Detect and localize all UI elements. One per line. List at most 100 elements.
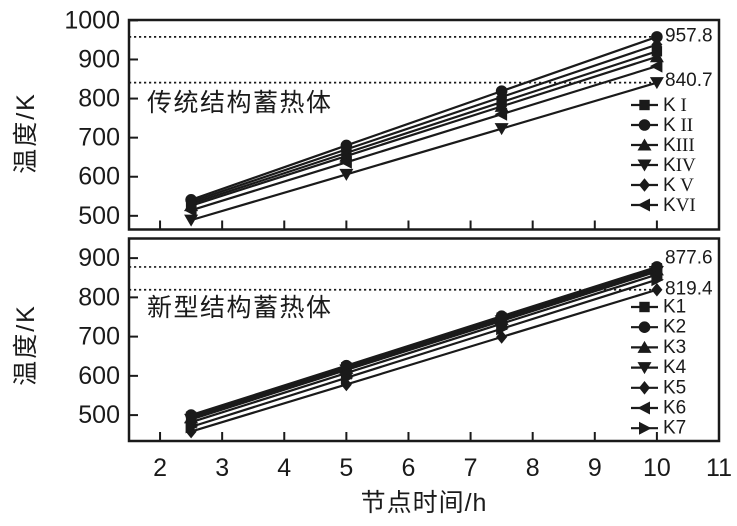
diamond-marker-icon bbox=[340, 142, 352, 157]
legend-item: K5 bbox=[631, 377, 686, 398]
series-line-KI bbox=[190, 50, 658, 205]
triangle-left-marker-icon bbox=[649, 59, 663, 73]
triangle-up-marker-icon bbox=[649, 50, 664, 63]
panel-annotation: 传统结构蓄热体 bbox=[147, 89, 333, 117]
series-line-KIII bbox=[190, 55, 658, 207]
legend-item: KIV bbox=[631, 155, 696, 176]
diamond-marker-icon bbox=[185, 194, 197, 209]
legend-label: K V bbox=[663, 175, 694, 196]
series-line-K2 bbox=[190, 265, 658, 417]
y-tick-label: 500 bbox=[78, 401, 120, 429]
reference-value-label: 957.8 bbox=[665, 25, 713, 46]
triangle-down-marker-icon bbox=[494, 123, 509, 136]
x-tick-label: 2 bbox=[153, 454, 167, 482]
y-tick-label: 700 bbox=[78, 323, 120, 351]
diamond-marker-icon bbox=[639, 381, 650, 395]
legend-label: KIII bbox=[663, 135, 695, 156]
legend-item: K7 bbox=[631, 418, 686, 439]
legend-item: K1 bbox=[631, 297, 686, 318]
legend-item: KIII bbox=[631, 135, 695, 156]
diamond-marker-icon bbox=[496, 90, 508, 104]
plot-border bbox=[127, 237, 721, 443]
legend-label: K7 bbox=[663, 418, 686, 439]
y-axis-title: 温度/K bbox=[12, 304, 40, 386]
reference-value-label: 840.7 bbox=[665, 70, 713, 91]
series-line-K7 bbox=[190, 278, 658, 428]
series-line-KII bbox=[190, 35, 658, 201]
triangle-down-marker-icon bbox=[637, 159, 652, 172]
x-tick-label: 3 bbox=[215, 454, 229, 482]
legend-item: K6 bbox=[631, 398, 686, 419]
legend-label: K4 bbox=[663, 357, 687, 378]
legend-label: K5 bbox=[663, 377, 686, 398]
y-tick-label: 800 bbox=[78, 283, 120, 311]
triangle-left-marker-icon bbox=[637, 401, 650, 415]
series-line-K3 bbox=[190, 268, 658, 419]
reference-value-label: 877.6 bbox=[665, 247, 713, 268]
series-line-KIV bbox=[190, 81, 658, 222]
legend-item: K4 bbox=[631, 357, 687, 378]
legend-label: KVI bbox=[663, 195, 696, 216]
legend-item: K3 bbox=[631, 337, 686, 358]
triangle-right-marker-icon bbox=[496, 322, 509, 336]
y-tick-label: 700 bbox=[78, 124, 120, 152]
y-tick-label: 1000 bbox=[64, 6, 120, 34]
x-tick-label: 7 bbox=[464, 454, 478, 482]
panel-bottom: 877.6 819.4 900 800 700 600 500 新型结构蓄热体 温度/K K1K2… bbox=[12, 237, 721, 443]
x-tick-label: 5 bbox=[339, 454, 353, 482]
triangle-right-marker-icon bbox=[340, 371, 354, 385]
x-tick-label: 8 bbox=[526, 454, 540, 482]
legend-item: K I bbox=[631, 95, 687, 116]
x-tick-label: 11 bbox=[706, 454, 732, 482]
legend-label: K2 bbox=[663, 317, 686, 338]
y-tick-label: 800 bbox=[78, 85, 120, 113]
square-marker-icon bbox=[639, 99, 650, 111]
x-tick-label: 10 bbox=[643, 454, 671, 482]
diamond-marker-icon bbox=[651, 37, 663, 52]
y-tick-label: 500 bbox=[78, 202, 120, 230]
series-line-K4 bbox=[190, 270, 658, 421]
plot-border bbox=[127, 18, 721, 231]
square-marker-icon bbox=[639, 301, 650, 313]
triangle-down-marker-icon bbox=[649, 77, 664, 90]
diamond-marker-icon bbox=[651, 282, 663, 297]
legend-label: K1 bbox=[663, 297, 686, 318]
series-line-K5 bbox=[190, 288, 658, 433]
circle-marker-icon bbox=[638, 119, 651, 131]
triangle-down-marker-icon bbox=[184, 214, 199, 227]
triangle-right-marker-icon bbox=[651, 273, 664, 287]
legend-item: K2 bbox=[631, 317, 686, 338]
series-line-K6 bbox=[190, 273, 658, 424]
triangle-left-marker-icon bbox=[637, 198, 650, 212]
y-tick-label: 600 bbox=[78, 362, 120, 390]
series-line-K1 bbox=[190, 267, 658, 418]
x-axis-title: 节点时间/h bbox=[361, 489, 488, 517]
circle-marker-icon bbox=[651, 31, 663, 43]
diamond-marker-icon bbox=[639, 178, 650, 192]
y-tick-label: 600 bbox=[78, 163, 120, 191]
triangle-up-marker-icon bbox=[637, 138, 652, 151]
legend-label: K6 bbox=[663, 398, 686, 419]
y-tick-label: 900 bbox=[78, 45, 120, 73]
legend-label: KIV bbox=[663, 155, 696, 176]
legend-label: K I bbox=[663, 95, 687, 116]
triangle-right-marker-icon bbox=[639, 421, 652, 435]
x-tick-label: 9 bbox=[588, 454, 602, 482]
triangle-down-marker-icon bbox=[339, 168, 354, 181]
triangle-down-marker-icon bbox=[637, 362, 652, 375]
triangle-left-marker-icon bbox=[184, 203, 197, 217]
legend-label: K II bbox=[663, 115, 693, 136]
x-tick-label: 4 bbox=[277, 454, 291, 482]
series-line-KV bbox=[190, 43, 658, 203]
triangle-up-marker-icon bbox=[637, 340, 652, 353]
circle-marker-icon bbox=[638, 321, 651, 334]
y-tick-label: 900 bbox=[78, 244, 120, 272]
series-line-KVI bbox=[190, 65, 658, 212]
reference-value-label: 819.4 bbox=[665, 278, 713, 299]
triangle-left-marker-icon bbox=[339, 155, 352, 169]
legend-label: K3 bbox=[663, 337, 686, 358]
x-tick-label: 6 bbox=[402, 454, 416, 482]
y-axis-title: 温度/K bbox=[12, 92, 40, 174]
